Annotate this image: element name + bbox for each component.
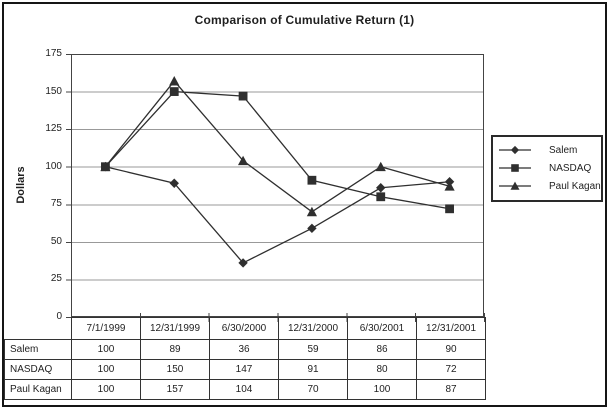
table-cell: 91 bbox=[278, 359, 348, 380]
table-cell: 150 bbox=[140, 359, 210, 380]
diamond-marker bbox=[100, 162, 111, 172]
table-cell: 59 bbox=[278, 339, 348, 360]
diamond-marker bbox=[238, 258, 248, 268]
legend-item: NASDAQ bbox=[499, 159, 601, 177]
data-table: 7/1/1999 12/31/1999 6/30/2000 12/31/2000 6/3… bbox=[4, 317, 486, 400]
table-cell: 86 bbox=[347, 339, 417, 360]
square-marker bbox=[445, 204, 454, 214]
legend-label: Salem bbox=[549, 144, 578, 156]
square-legend-icon bbox=[499, 164, 531, 172]
square-marker bbox=[511, 164, 519, 172]
table-row: Salem 100 89 36 59 86 90 bbox=[4, 339, 486, 360]
table-cell: 100 bbox=[347, 379, 417, 400]
table-cell: 100 bbox=[71, 359, 141, 380]
legend-item: Salem bbox=[499, 141, 601, 159]
triangle-marker bbox=[169, 76, 180, 86]
triangle-marker bbox=[306, 206, 318, 217]
table-row-label: Paul Kagan bbox=[4, 379, 72, 400]
table-header-row: 7/1/1999 12/31/1999 6/30/2000 12/31/2000 6/3… bbox=[5, 317, 486, 340]
table-cell: 100 bbox=[71, 379, 141, 400]
diamond-marker bbox=[444, 177, 455, 187]
table-cell: 147 bbox=[209, 359, 279, 380]
square-marker bbox=[307, 175, 317, 185]
table-header-cell: 12/31/2001 bbox=[416, 317, 486, 340]
y-tick-label: 100 bbox=[45, 160, 62, 172]
y-tick-label: 75 bbox=[50, 198, 62, 210]
table-header-cell: 6/30/2001 bbox=[347, 317, 417, 340]
diamond-marker bbox=[510, 145, 520, 155]
square-marker bbox=[169, 87, 179, 96]
table-row: NASDAQ 100 150 147 91 80 72 bbox=[4, 359, 486, 380]
table-cell: 89 bbox=[140, 339, 210, 360]
series-line-paul-kagan bbox=[104, 80, 450, 213]
table-blank-cell bbox=[5, 318, 72, 340]
triangle-marker bbox=[510, 181, 520, 190]
plot-area bbox=[66, 54, 485, 322]
triangle-marker bbox=[237, 155, 249, 166]
table-row-label: NASDAQ bbox=[4, 359, 72, 380]
table-row: Paul Kagan 100 157 104 70 100 87 bbox=[4, 379, 486, 400]
y-tick-label: 25 bbox=[50, 273, 62, 285]
y-tick-label: 125 bbox=[45, 123, 62, 135]
table-header-cell: 12/31/1999 bbox=[140, 317, 210, 340]
table-cell: 70 bbox=[278, 379, 348, 400]
table-header-cell: 12/31/2000 bbox=[278, 317, 348, 340]
y-axis-title: Dollars bbox=[15, 166, 27, 204]
triangle-legend-icon bbox=[499, 181, 531, 190]
series-line-salem bbox=[105, 166, 450, 264]
y-tick-label: 150 bbox=[45, 85, 62, 97]
triangle-marker bbox=[375, 161, 386, 172]
y-tick-label: 50 bbox=[50, 235, 62, 247]
series-line-nasdaq bbox=[104, 90, 450, 210]
table-header-cell: 6/30/2000 bbox=[209, 317, 279, 340]
table-cell: 104 bbox=[209, 379, 279, 400]
diamond-marker bbox=[169, 178, 179, 188]
table-cell: 36 bbox=[209, 339, 279, 360]
table-cell: 157 bbox=[140, 379, 210, 400]
table-cell: 80 bbox=[347, 359, 417, 380]
legend-label: NASDAQ bbox=[549, 162, 592, 174]
diamond-legend-icon bbox=[499, 145, 531, 155]
diamond-marker bbox=[307, 223, 317, 234]
table-cell: 87 bbox=[416, 379, 486, 400]
y-tick-label: 0 bbox=[56, 311, 62, 322]
table-cell: 100 bbox=[71, 339, 141, 360]
y-tick-label: 175 bbox=[45, 48, 62, 59]
plot-frame bbox=[71, 54, 484, 317]
table-row-label: Salem bbox=[4, 339, 72, 360]
table-header-cell: 7/1/1999 bbox=[71, 317, 141, 340]
table-cell: 90 bbox=[416, 339, 486, 360]
square-marker bbox=[376, 192, 386, 202]
diamond-marker bbox=[376, 183, 386, 193]
table-cell: 72 bbox=[416, 359, 486, 380]
chart-title: Comparison of Cumulative Return (1) bbox=[194, 13, 415, 27]
legend: Salem NASDAQ Paul Kagan bbox=[491, 135, 603, 202]
square-marker bbox=[238, 91, 248, 101]
legend-label: Paul Kagan bbox=[549, 180, 601, 192]
legend-item: Paul Kagan bbox=[499, 177, 601, 195]
